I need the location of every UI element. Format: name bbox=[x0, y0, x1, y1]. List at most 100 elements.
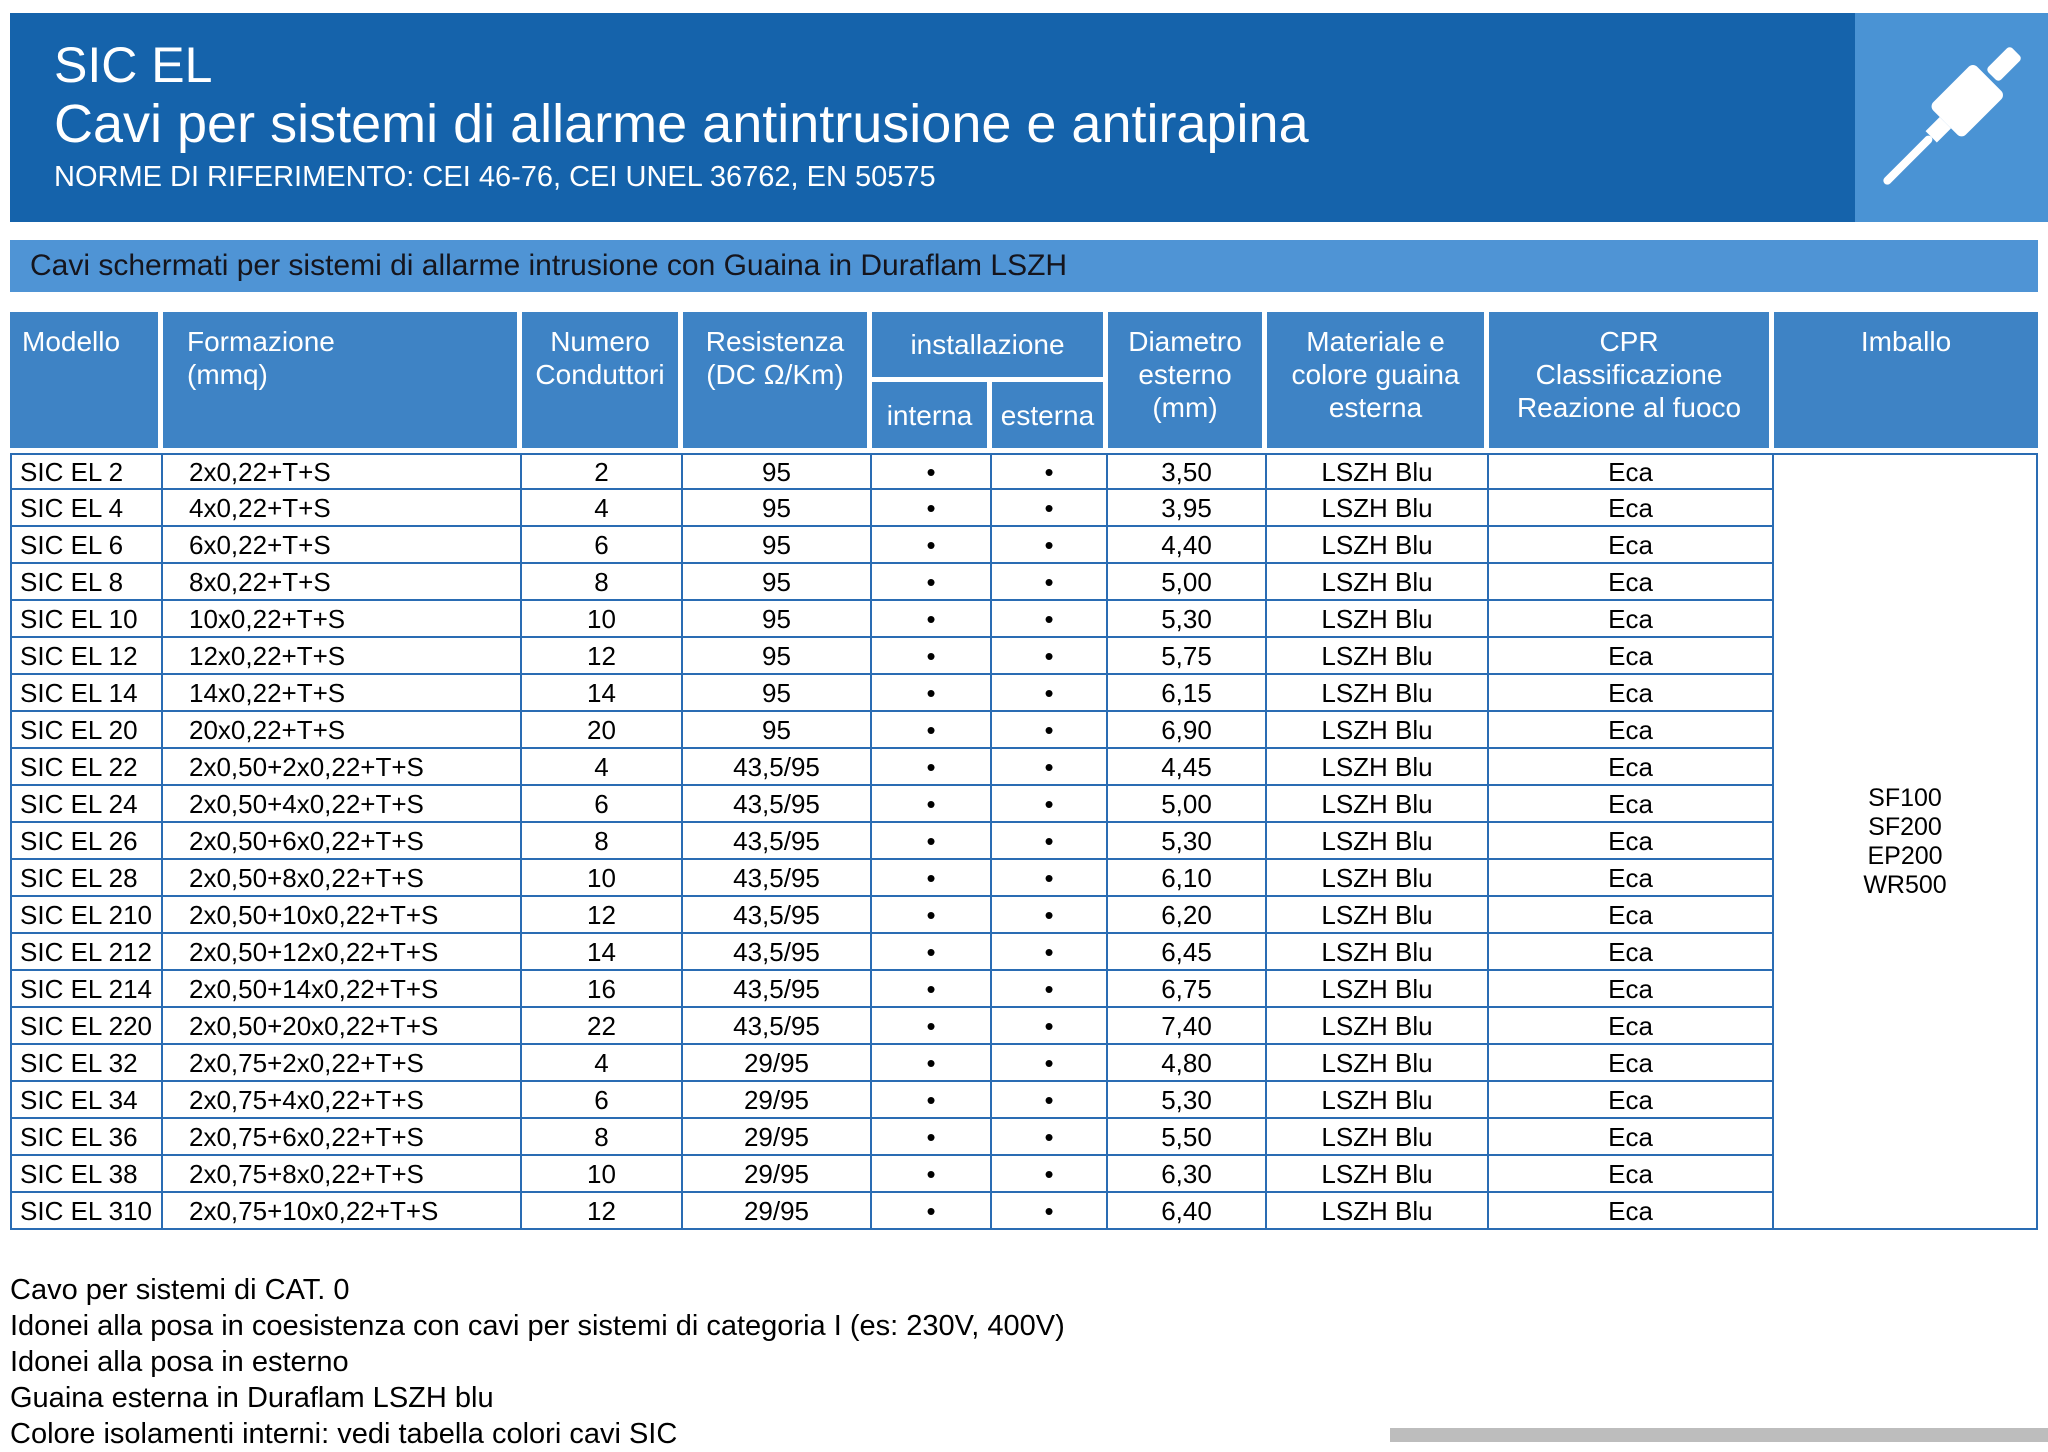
cell-resistenza: 29/95 bbox=[683, 1156, 872, 1193]
cell-imballo: SF100 SF200 EP200 WR500 bbox=[1774, 453, 2039, 1230]
col-header-formazione: Formazione (mmq) bbox=[163, 312, 522, 453]
cell-resistenza: 29/95 bbox=[683, 1045, 872, 1082]
cell-diametro: 6,75 bbox=[1108, 971, 1268, 1008]
table-row: SIC EL 26 2x0,50+6x0,22+T+S 8 43,5/95 • • 5,30… bbox=[10, 823, 2038, 860]
cell-modello: SIC EL 20 bbox=[10, 712, 163, 749]
cell-cpr: Eca bbox=[1489, 971, 1775, 1008]
cell-conduttori: 2 bbox=[522, 453, 683, 490]
cell-formazione: 20x0,22+T+S bbox=[163, 712, 522, 749]
cell-cpr: Eca bbox=[1489, 527, 1775, 564]
product-name: SIC EL bbox=[54, 37, 213, 93]
cell-modello: SIC EL 22 bbox=[10, 749, 163, 786]
cell-diametro: 5,30 bbox=[1108, 823, 1268, 860]
cell-esterna: • bbox=[992, 453, 1109, 490]
table-row: SIC EL 4 4x0,22+T+S 4 95 • • 3,95 LSZH Blu Eca bbox=[10, 490, 2038, 527]
cell-interna: • bbox=[872, 1156, 992, 1193]
cell-esterna: • bbox=[992, 823, 1109, 860]
cell-formazione: 2x0,75+10x0,22+T+S bbox=[163, 1193, 522, 1230]
cell-conduttori: 6 bbox=[522, 1082, 683, 1119]
cell-resistenza: 43,5/95 bbox=[683, 897, 872, 934]
cell-conduttori: 14 bbox=[522, 675, 683, 712]
imballo-line: SF100 bbox=[1868, 783, 1942, 812]
cell-interna: • bbox=[872, 675, 992, 712]
cell-formazione: 2x0,75+6x0,22+T+S bbox=[163, 1119, 522, 1156]
cell-diametro: 5,30 bbox=[1108, 601, 1268, 638]
cell-guaina: LSZH Blu bbox=[1267, 675, 1490, 712]
cell-esterna: • bbox=[992, 1193, 1109, 1230]
cell-guaina: LSZH Blu bbox=[1267, 1119, 1490, 1156]
col-header-imballo: Imballo bbox=[1774, 312, 2039, 453]
col-header-interna: interna bbox=[872, 382, 992, 453]
table-row: SIC EL 38 2x0,75+8x0,22+T+S 10 29/95 • • 6,30 L… bbox=[10, 1156, 2038, 1193]
cell-conduttori: 14 bbox=[522, 934, 683, 971]
cell-diametro: 6,45 bbox=[1108, 934, 1268, 971]
cell-cpr: Eca bbox=[1489, 1193, 1775, 1230]
cell-modello: SIC EL 12 bbox=[10, 638, 163, 675]
cell-interna: • bbox=[872, 934, 992, 971]
cell-esterna: • bbox=[992, 712, 1109, 749]
cell-formazione: 2x0,75+8x0,22+T+S bbox=[163, 1156, 522, 1193]
cell-diametro: 5,50 bbox=[1108, 1119, 1268, 1156]
cell-guaina: LSZH Blu bbox=[1267, 934, 1490, 971]
table-row: SIC EL 28 2x0,50+8x0,22+T+S 10 43,5/95 • • 6,1… bbox=[10, 860, 2038, 897]
cell-resistenza: 43,5/95 bbox=[683, 749, 872, 786]
cell-formazione: 2x0,50+4x0,22+T+S bbox=[163, 786, 522, 823]
cell-guaina: LSZH Blu bbox=[1267, 786, 1490, 823]
cell-resistenza: 95 bbox=[683, 638, 872, 675]
cell-interna: • bbox=[872, 860, 992, 897]
cell-guaina: LSZH Blu bbox=[1267, 1156, 1490, 1193]
cell-guaina: LSZH Blu bbox=[1267, 1008, 1490, 1045]
cell-conduttori: 8 bbox=[522, 564, 683, 601]
cell-formazione: 2x0,50+12x0,22+T+S bbox=[163, 934, 522, 971]
table-row: SIC EL 6 6x0,22+T+S 6 95 • • 4,40 LSZH Blu Eca bbox=[10, 527, 2038, 564]
cell-formazione: 2x0,50+20x0,22+T+S bbox=[163, 1008, 522, 1045]
note-line: Idonei alla posa in coesistenza con cavi… bbox=[10, 1310, 1065, 1342]
footer-strip bbox=[1390, 1428, 2048, 1442]
col-header-installazione: installazione bbox=[872, 312, 1109, 382]
cell-diametro: 6,10 bbox=[1108, 860, 1268, 897]
cell-guaina: LSZH Blu bbox=[1267, 638, 1490, 675]
cell-interna: • bbox=[872, 638, 992, 675]
table-row: SIC EL 212 2x0,50+12x0,22+T+S 14 43,5/95 • • 6… bbox=[10, 934, 2038, 971]
section-banner: Cavi schermati per sistemi di allarme in… bbox=[10, 240, 2038, 292]
cell-conduttori: 12 bbox=[522, 1193, 683, 1230]
cell-conduttori: 4 bbox=[522, 749, 683, 786]
cell-conduttori: 6 bbox=[522, 527, 683, 564]
table-row: SIC EL 24 2x0,50+4x0,22+T+S 6 43,5/95 • • 5,00… bbox=[10, 786, 2038, 823]
cell-resistenza: 95 bbox=[683, 675, 872, 712]
cell-formazione: 10x0,22+T+S bbox=[163, 601, 522, 638]
cell-modello: SIC EL 310 bbox=[10, 1193, 163, 1230]
cell-cpr: Eca bbox=[1489, 860, 1775, 897]
cell-esterna: • bbox=[992, 638, 1109, 675]
cell-esterna: • bbox=[992, 564, 1109, 601]
cell-esterna: • bbox=[992, 1008, 1109, 1045]
cell-diametro: 5,75 bbox=[1108, 638, 1268, 675]
cell-resistenza: 95 bbox=[683, 601, 872, 638]
cell-esterna: • bbox=[992, 1119, 1109, 1156]
cell-formazione: 2x0,50+8x0,22+T+S bbox=[163, 860, 522, 897]
cell-guaina: LSZH Blu bbox=[1267, 527, 1490, 564]
table-row: SIC EL 22 2x0,50+2x0,22+T+S 4 43,5/95 • • 4,45… bbox=[10, 749, 2038, 786]
cell-cpr: Eca bbox=[1489, 897, 1775, 934]
cell-diametro: 4,45 bbox=[1108, 749, 1268, 786]
cell-conduttori: 10 bbox=[522, 860, 683, 897]
banner-label: Cavi schermati per sistemi di allarme in… bbox=[30, 249, 1068, 282]
products-table: Modello Formazione (mmq) Numero Condutto… bbox=[10, 312, 2039, 1230]
cell-formazione: 2x0,50+10x0,22+T+S bbox=[163, 897, 522, 934]
cell-formazione: 2x0,50+2x0,22+T+S bbox=[163, 749, 522, 786]
cell-resistenza: 43,5/95 bbox=[683, 934, 872, 971]
cell-guaina: LSZH Blu bbox=[1267, 1193, 1490, 1230]
cell-conduttori: 12 bbox=[522, 897, 683, 934]
cell-formazione: 12x0,22+T+S bbox=[163, 638, 522, 675]
cell-cpr: Eca bbox=[1489, 1082, 1775, 1119]
table-row: SIC EL 10 10x0,22+T+S 10 95 • • 5,30 LSZH Blu Ec… bbox=[10, 601, 2038, 638]
cell-cpr: Eca bbox=[1489, 453, 1775, 490]
cell-conduttori: 20 bbox=[522, 712, 683, 749]
cell-interna: • bbox=[872, 1193, 992, 1230]
cell-interna: • bbox=[872, 786, 992, 823]
cell-formazione: 2x0,75+2x0,22+T+S bbox=[163, 1045, 522, 1082]
cell-esterna: • bbox=[992, 490, 1109, 527]
note-line: Idonei alla posa in esterno bbox=[10, 1346, 349, 1378]
cell-esterna: • bbox=[992, 786, 1109, 823]
